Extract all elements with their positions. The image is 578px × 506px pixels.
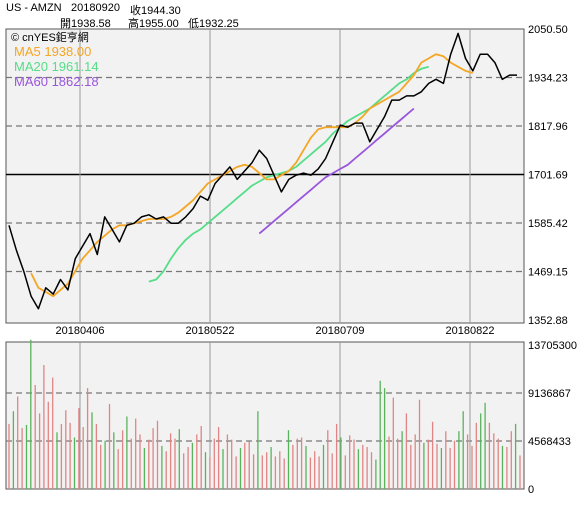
volume-y-tick-label: 4568433 (528, 436, 571, 448)
price-y-tick-label: 1817.96 (528, 121, 568, 133)
legend-ma5: MA5 1938.00 (14, 44, 91, 59)
ma5-line (30, 53, 474, 298)
price-y-tick-label: 2050.50 (528, 24, 568, 36)
price-y-tick-label: 1352.88 (528, 315, 568, 327)
legend-ma20: MA20 1961.14 (14, 59, 99, 74)
price-y-tick-label: 1469.15 (528, 267, 568, 279)
price-y-tick-label: 1585.42 (528, 218, 568, 230)
volume-y-tick-label: 13705300 (528, 340, 577, 352)
high-price-label: 高1955.00 (128, 18, 179, 30)
volume-y-tick-label: 0 (528, 484, 534, 496)
ma60-line (258, 107, 415, 235)
x-tick-label: 20180406 (56, 325, 105, 337)
x-tick-label: 20180522 (186, 325, 235, 337)
close-price-label: 收1944.30 (130, 5, 181, 17)
x-tick-label: 20180709 (316, 325, 365, 337)
date-label: 20180920 (71, 2, 120, 14)
price-y-tick-label: 1934.23 (528, 73, 568, 85)
price-y-tick-label: 1701.69 (528, 170, 568, 182)
legend-ma60: MA60 1862.18 (14, 74, 99, 89)
symbol-label: US - AMZN (6, 2, 62, 14)
volume-y-tick-label: 9136867 (528, 388, 571, 400)
x-tick-label: 20180822 (446, 325, 495, 337)
low-price-label: 低1932.25 (188, 18, 239, 30)
open-price-label: 開1938.58 (60, 18, 111, 30)
price-line (8, 32, 517, 310)
source-watermark: © cnYES鉅亨網 (11, 30, 89, 44)
